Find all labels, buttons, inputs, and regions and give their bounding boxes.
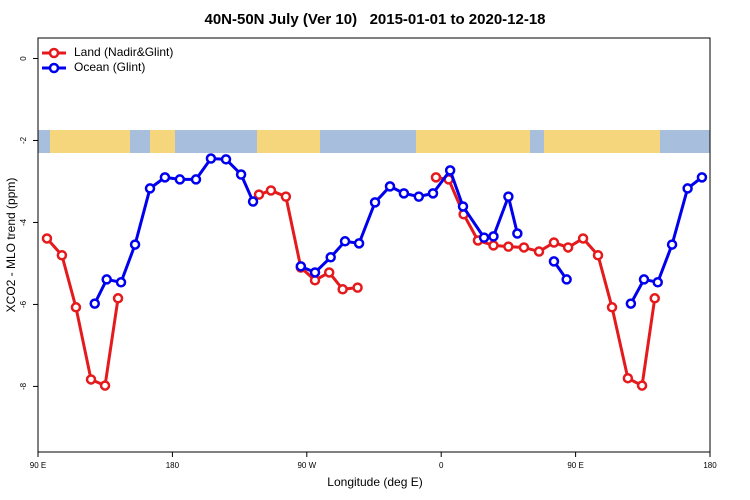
data-point xyxy=(70,302,82,313)
y-tick-label: -8 xyxy=(19,382,28,390)
data-point xyxy=(512,228,523,239)
data-point xyxy=(325,252,336,263)
data-point xyxy=(413,191,425,202)
data-point xyxy=(488,240,499,251)
data-point xyxy=(561,274,572,285)
data-point xyxy=(85,374,97,385)
data-point xyxy=(101,274,112,285)
data-point xyxy=(253,189,265,200)
data-point xyxy=(636,380,648,391)
legend-marker xyxy=(48,62,60,74)
data-point xyxy=(309,267,321,278)
data-point xyxy=(129,239,141,250)
data-point xyxy=(190,174,202,185)
data-point xyxy=(56,249,68,261)
y-tick-label: -4 xyxy=(19,218,28,226)
data-point xyxy=(625,298,637,309)
data-point xyxy=(503,191,514,202)
data-point xyxy=(533,246,545,257)
data-point xyxy=(220,154,232,165)
data-point xyxy=(427,188,439,199)
map-strip xyxy=(38,130,710,153)
data-point xyxy=(577,233,589,244)
data-point xyxy=(159,172,171,183)
data-point xyxy=(337,284,348,295)
x-tick-label: 90 E xyxy=(30,461,46,470)
plot-frame xyxy=(37,37,711,453)
data-point xyxy=(99,380,111,391)
data-point xyxy=(144,183,156,194)
legend-label: Ocean (Glint) xyxy=(74,60,145,74)
chart-title: 40N-50N July (Ver 10) 2015-01-01 to 2020… xyxy=(204,11,545,28)
data-point xyxy=(592,249,604,261)
data-point xyxy=(89,298,100,309)
data-point xyxy=(488,231,499,242)
series-line xyxy=(93,156,703,305)
x-tick-label: 180 xyxy=(166,461,180,470)
data-point xyxy=(339,236,351,247)
x-tick-label: 90 E xyxy=(567,461,583,470)
data-point xyxy=(398,188,410,199)
y-tick-label: 0 xyxy=(19,56,28,61)
legend-marker xyxy=(48,47,60,59)
x-tick-label: 90 W xyxy=(297,461,316,470)
data-point xyxy=(205,153,217,164)
data-point xyxy=(622,372,634,384)
x-axis-label: Longitude (deg E) xyxy=(327,475,422,489)
data-point xyxy=(369,197,381,208)
data-point xyxy=(430,172,442,183)
data-point xyxy=(548,237,560,248)
legend-label: Land (Nadir&Glint) xyxy=(74,45,173,59)
data-point xyxy=(352,282,363,293)
data-point xyxy=(323,267,335,278)
data-point xyxy=(562,242,574,253)
data-point xyxy=(280,191,292,202)
data-point xyxy=(652,277,663,288)
data-point xyxy=(41,233,53,244)
data-point xyxy=(247,196,259,207)
x-tick-label: 180 xyxy=(703,461,717,470)
data-point xyxy=(235,169,247,180)
data-point xyxy=(518,242,530,253)
data-point xyxy=(112,293,124,304)
data-point xyxy=(649,293,660,304)
data-point xyxy=(353,238,365,249)
data-point xyxy=(295,261,307,272)
y-tick-label: -6 xyxy=(19,300,28,308)
data-point xyxy=(638,274,650,285)
data-point xyxy=(548,256,560,267)
data-point xyxy=(696,172,708,183)
data-point xyxy=(666,239,678,250)
data-point xyxy=(174,174,186,185)
data-point xyxy=(115,277,127,288)
data-point xyxy=(682,183,693,194)
data-point xyxy=(384,181,396,192)
data-point xyxy=(457,201,469,212)
data-point xyxy=(265,185,277,196)
data-point xyxy=(478,232,490,243)
data-point xyxy=(444,165,456,176)
data-point xyxy=(606,302,618,313)
x-tick-label: 0 xyxy=(439,461,444,470)
y-tick-label: -2 xyxy=(19,136,28,144)
y-axis-label: XCO2 - MLO trend (ppm) xyxy=(4,178,18,313)
data-point xyxy=(503,241,514,252)
